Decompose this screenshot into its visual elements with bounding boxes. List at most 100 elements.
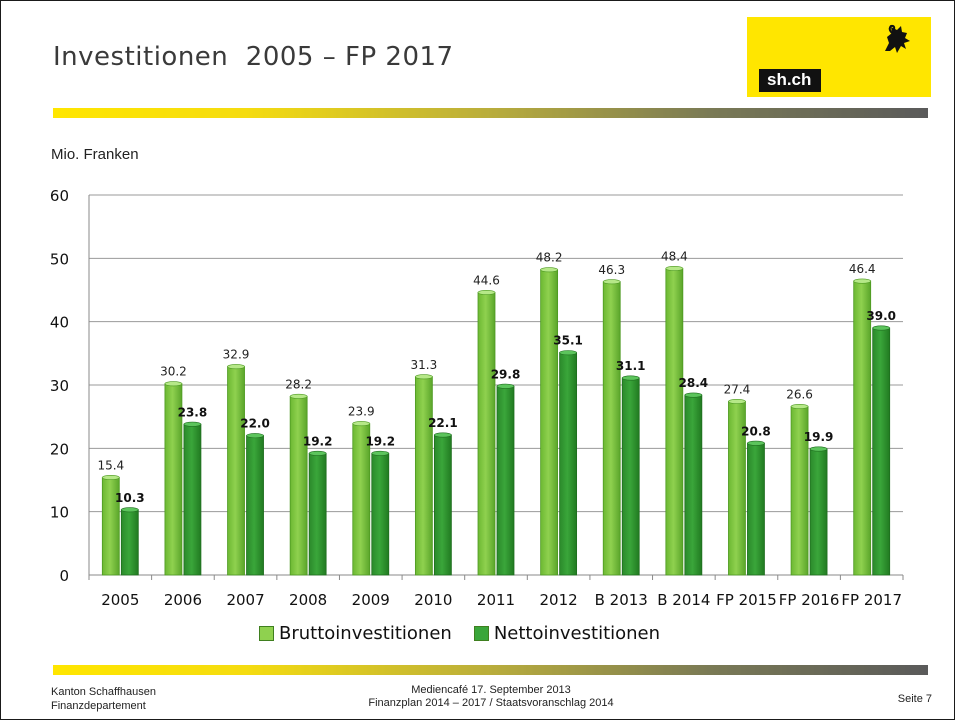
bar-brutto-cap xyxy=(540,267,558,273)
bar-netto xyxy=(371,452,390,576)
page-title: Investitionen 2005 – FP 2017 xyxy=(53,42,454,72)
data-label-netto: 29.8 xyxy=(491,367,521,381)
x-tick-label: 2005 xyxy=(101,591,139,609)
bar-netto xyxy=(809,448,828,576)
legend-swatch-netto xyxy=(473,626,489,641)
bar-brutto-cap xyxy=(602,279,621,285)
bar-netto-cap xyxy=(371,450,390,456)
data-label-brutto: 32.9 xyxy=(223,348,250,362)
data-label-netto: 10.3 xyxy=(115,491,145,505)
footer-org-line1: Kanton Schaffhausen xyxy=(51,686,156,698)
footer-org: Kanton Schaffhausen Finanzdepartement xyxy=(51,685,156,713)
bar-brutto-cap xyxy=(164,381,183,387)
bar-brutto xyxy=(602,281,621,576)
bar-brutto-cap xyxy=(790,404,809,410)
bar-netto-cap xyxy=(434,432,452,438)
x-tick-label: FP 2016 xyxy=(779,591,840,609)
data-label-brutto: 30.2 xyxy=(160,365,187,379)
bar-brutto xyxy=(227,366,245,576)
bar-brutto-cap xyxy=(289,393,308,399)
logo: sh.ch xyxy=(747,17,931,97)
bar-brutto-cap xyxy=(853,278,871,284)
legend-label-brutto: Bruttoinvestitionen xyxy=(279,623,452,644)
data-label-brutto: 31.3 xyxy=(411,358,438,372)
bar-netto-cap xyxy=(121,507,139,513)
data-label-netto: 23.8 xyxy=(178,405,208,419)
data-label-brutto: 46.3 xyxy=(598,263,625,277)
bar-netto xyxy=(120,509,139,576)
bar-netto xyxy=(872,327,891,576)
footer-org-line2: Finanzdepartement xyxy=(51,700,146,712)
bar-netto-cap xyxy=(621,375,640,381)
x-tick-label: 2007 xyxy=(226,591,264,609)
x-tick-label: 2010 xyxy=(414,591,452,609)
bar-brutto-cap xyxy=(665,265,684,271)
data-label-brutto: 48.2 xyxy=(536,251,563,265)
bar-brutto-cap xyxy=(102,474,120,480)
data-label-brutto: 15.4 xyxy=(97,458,124,472)
data-label-netto: 22.0 xyxy=(240,417,270,431)
logo-text: sh.ch xyxy=(759,69,822,92)
y-tick-label: 0 xyxy=(59,567,69,585)
ram-icon xyxy=(885,24,910,53)
bar-netto xyxy=(621,377,640,576)
data-label-netto: 19.9 xyxy=(804,430,834,444)
bar-netto xyxy=(747,442,765,576)
bar-netto-cap xyxy=(496,383,515,389)
x-tick-label: 2011 xyxy=(477,591,515,609)
bar-netto-cap xyxy=(872,325,890,331)
data-label-netto: 28.4 xyxy=(679,376,709,390)
x-tick-label: 2006 xyxy=(164,591,202,609)
bar-netto-cap xyxy=(183,421,202,427)
data-label-brutto: 26.6 xyxy=(786,388,813,402)
data-label-netto: 19.2 xyxy=(365,434,395,448)
bar-brutto-cap xyxy=(728,398,746,404)
legend-item-brutto: Bruttoinvestitionen xyxy=(259,623,452,644)
bar-brutto-cap xyxy=(477,290,496,296)
x-tick-label: B 2013 xyxy=(595,591,648,609)
data-label-netto: 35.1 xyxy=(553,334,583,348)
bar-netto-cap xyxy=(809,446,828,452)
data-label-brutto: 28.2 xyxy=(285,377,312,391)
legend-swatch-brutto xyxy=(259,626,274,641)
data-label-netto: 19.2 xyxy=(303,434,333,448)
data-label-netto: 22.1 xyxy=(428,416,458,430)
data-label-brutto: 27.4 xyxy=(724,382,751,396)
y-tick-label: 20 xyxy=(50,440,69,458)
bar-brutto-cap xyxy=(227,364,245,370)
bar-netto xyxy=(308,452,327,576)
bar-netto xyxy=(433,434,452,576)
bar-netto xyxy=(246,435,264,576)
bar-netto-cap xyxy=(559,350,577,356)
data-label-brutto: 23.9 xyxy=(348,405,375,419)
bar-netto-cap xyxy=(308,450,327,456)
y-tick-label: 10 xyxy=(50,504,69,522)
data-label-brutto: 48.4 xyxy=(661,249,688,263)
y-tick-label: 50 xyxy=(50,250,69,268)
bar-netto xyxy=(684,394,703,576)
footer-band xyxy=(53,665,928,675)
bar-netto xyxy=(559,352,578,576)
data-label-netto: 20.8 xyxy=(741,424,771,438)
y-tick-label: 40 xyxy=(50,314,69,332)
bar-brutto xyxy=(853,280,872,576)
x-tick-label: 2008 xyxy=(289,591,327,609)
data-label-netto: 39.0 xyxy=(866,309,896,323)
legend-label-netto: Nettoinvestitionen xyxy=(493,623,661,644)
bar-netto xyxy=(496,385,515,576)
data-label-brutto: 46.4 xyxy=(849,262,876,276)
x-tick-label: B 2014 xyxy=(657,591,710,609)
x-tick-label: FP 2015 xyxy=(716,591,777,609)
data-label-brutto: 44.6 xyxy=(473,274,500,288)
y-tick-label: 30 xyxy=(50,377,69,395)
bar-brutto xyxy=(414,376,433,576)
x-tick-label: 2009 xyxy=(352,591,390,609)
bar-chart: 0 10 20 30 40 50 60 2005 15.4 10.3 2006 30.2 23.8 200… xyxy=(50,187,904,609)
bar-brutto xyxy=(289,395,308,576)
header-band xyxy=(53,108,928,118)
bar-netto-cap xyxy=(246,433,264,439)
data-label-netto: 31.1 xyxy=(616,359,646,373)
y-axis-label: Mio. Franken xyxy=(51,146,139,163)
bar-brutto xyxy=(477,292,496,576)
